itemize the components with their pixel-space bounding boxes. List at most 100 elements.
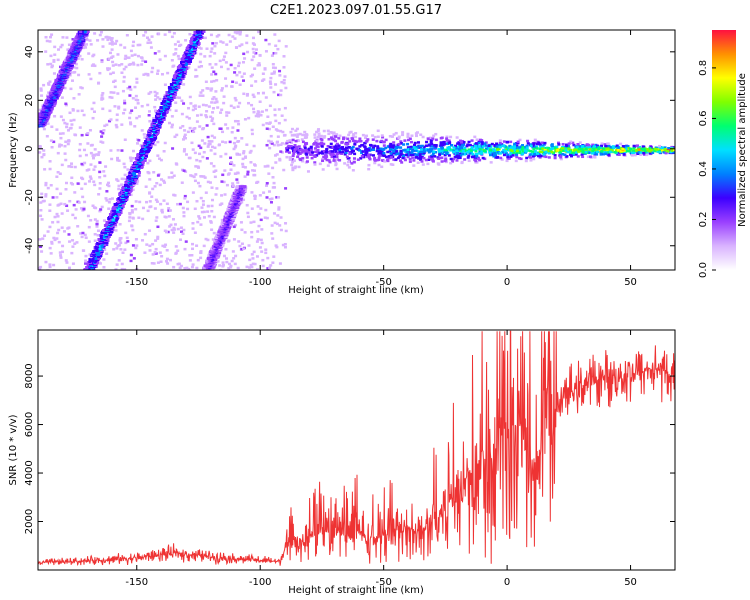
heatmap-cell bbox=[251, 262, 255, 266]
heatmap-cell bbox=[128, 177, 132, 180]
heatmap-cell bbox=[122, 162, 126, 166]
heatmap-cell bbox=[220, 87, 224, 90]
heatmap-cell bbox=[108, 119, 112, 123]
heatmap-cell bbox=[73, 242, 77, 245]
heatmap-cell bbox=[278, 69, 282, 73]
heatmap-cell bbox=[221, 173, 225, 177]
heatmap-cell bbox=[114, 63, 118, 66]
heatmap-cell bbox=[274, 128, 278, 131]
heatmap-cell bbox=[216, 106, 220, 109]
heatmap-cell bbox=[116, 179, 120, 183]
heatmap-cell bbox=[162, 179, 166, 183]
heatmap-cell bbox=[136, 54, 140, 58]
heatmap-cell bbox=[131, 164, 135, 167]
heatmap-cell bbox=[67, 233, 71, 236]
heatmap-cell bbox=[178, 82, 182, 85]
heatmap-cell bbox=[227, 33, 231, 37]
heatmap-cell bbox=[225, 111, 229, 114]
heatmap-cell bbox=[141, 206, 145, 210]
heatmap-cell bbox=[65, 36, 69, 39]
heatmap-cell bbox=[284, 222, 288, 225]
heatmap-cell bbox=[93, 32, 97, 35]
heatmap-cell bbox=[43, 234, 47, 237]
heatmap-cell bbox=[58, 172, 62, 176]
heatmap-cell bbox=[80, 58, 84, 61]
heatmap-cell bbox=[116, 53, 120, 56]
heatmap-cell bbox=[233, 262, 237, 266]
heatmap-cell bbox=[260, 228, 264, 231]
heatmap-cell bbox=[204, 80, 208, 84]
heatmap-cell bbox=[130, 209, 134, 212]
heatmap-cell bbox=[233, 136, 237, 140]
heatmap-cell bbox=[242, 151, 246, 155]
heatmap-cell bbox=[47, 95, 51, 99]
heatmap-cell bbox=[241, 61, 245, 64]
heatmap-cell bbox=[57, 48, 61, 51]
heatmap-cell bbox=[264, 251, 268, 255]
heatmap-cell bbox=[123, 173, 127, 177]
heatmap-cell bbox=[281, 130, 285, 134]
heatmap-cell bbox=[42, 149, 46, 152]
heatmap-cell bbox=[97, 255, 101, 258]
heatmap-cell bbox=[48, 203, 52, 206]
heatmap-cell bbox=[61, 85, 65, 89]
heatmap-cell bbox=[133, 180, 137, 183]
heatmap-cell bbox=[212, 96, 216, 99]
heatmap-cell bbox=[107, 67, 111, 70]
heatmap-cell bbox=[175, 133, 179, 137]
heatmap-cell bbox=[94, 253, 98, 256]
heatmap-cell bbox=[232, 106, 236, 109]
heatmap-cell bbox=[111, 60, 115, 64]
heatmap-cell bbox=[119, 241, 123, 245]
heatmap-cell bbox=[277, 196, 281, 199]
heatmap-cell bbox=[196, 30, 200, 33]
heatmap-cell bbox=[84, 46, 88, 49]
heatmap-cell bbox=[187, 268, 191, 270]
heatmap-cell bbox=[136, 156, 140, 159]
heatmap-cell bbox=[229, 104, 233, 108]
heatmap-cell bbox=[79, 232, 83, 235]
heatmap-cell bbox=[101, 132, 105, 135]
heatmap-cell bbox=[199, 91, 203, 94]
heatmap-cell bbox=[254, 48, 258, 51]
heatmap-cell bbox=[67, 165, 71, 168]
heatmap-cell bbox=[239, 221, 243, 224]
heatmap-cell bbox=[120, 149, 124, 152]
heatmap-cell bbox=[83, 200, 87, 204]
heatmap-cell bbox=[137, 174, 141, 177]
heatmap-cell bbox=[209, 33, 213, 37]
heatmap-cell bbox=[133, 125, 137, 128]
heatmap-cell bbox=[98, 182, 102, 185]
heatmap-cell bbox=[119, 43, 123, 47]
heatmap-cell bbox=[134, 246, 138, 250]
heatmap-cell bbox=[186, 207, 190, 211]
heatmap-cell bbox=[59, 45, 63, 49]
heatmap-cell bbox=[272, 181, 276, 185]
heatmap-cell bbox=[117, 187, 121, 191]
heatmap-cell bbox=[150, 35, 154, 38]
heatmap-cell bbox=[63, 86, 67, 90]
heatmap-cell bbox=[252, 144, 256, 148]
heatmap-cell bbox=[45, 39, 49, 43]
heatmap-cell bbox=[104, 231, 108, 234]
heatmap-cell bbox=[218, 127, 222, 130]
heatmap-cell bbox=[152, 262, 156, 265]
heatmap-cell bbox=[274, 244, 278, 247]
heatmap-cell bbox=[170, 125, 174, 129]
heatmap-cell bbox=[61, 132, 65, 135]
heatmap-cell bbox=[109, 38, 113, 41]
heatmap-cell bbox=[141, 160, 145, 163]
heatmap-cell bbox=[191, 247, 195, 251]
heatmap-cell bbox=[140, 104, 144, 108]
heatmap-cell bbox=[122, 177, 126, 181]
heatmap-cell bbox=[184, 240, 188, 243]
heatmap-cell bbox=[72, 118, 76, 122]
heatmap-cell bbox=[248, 266, 252, 269]
heatmap-cell bbox=[256, 205, 260, 208]
heatmap-cell bbox=[182, 135, 186, 139]
heatmap-cell bbox=[275, 222, 279, 226]
heatmap-cell bbox=[107, 184, 111, 188]
heatmap-cell bbox=[74, 208, 78, 211]
heatmap-cell bbox=[214, 41, 218, 45]
heatmap-cell bbox=[198, 94, 202, 97]
